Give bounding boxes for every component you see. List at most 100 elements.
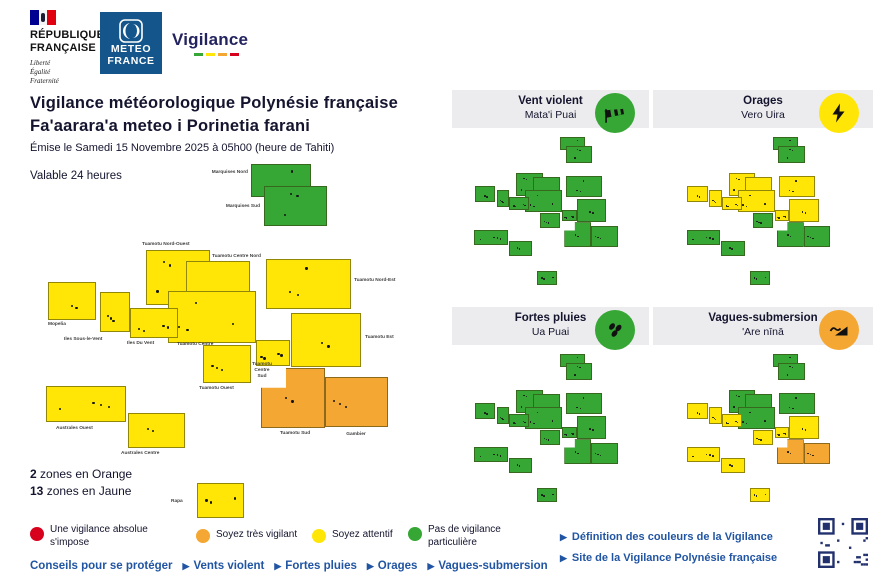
yellow-count: 13	[30, 484, 44, 499]
yellow-count-label: zones en Jaune	[43, 484, 132, 499]
orange-count-label: zones en Orange	[36, 467, 133, 481]
zone-tuamotu-ouest-pluies	[540, 429, 561, 446]
zone-iles-du-vent	[130, 308, 178, 338]
advice-link-vagues[interactable]: Vagues-submersion	[438, 560, 548, 572]
zone-label-tuamotu-est: Tuamotu Est	[365, 335, 394, 340]
seg-red	[230, 53, 239, 56]
zone-australes-ouest	[46, 386, 126, 422]
zone-iles-sous-le-vent-orages	[709, 190, 722, 208]
zone-iles-sous-le-vent-vagues	[709, 407, 722, 425]
republique-line2: FRANÇAISE	[30, 41, 96, 54]
link-definition-label: Définition des couleurs de la Vigilance	[571, 531, 773, 543]
meteo-france-logo: METEO FRANCE	[100, 12, 162, 74]
yellow-dot-icon	[312, 529, 326, 543]
zone-rapa	[197, 483, 244, 518]
vigilance-logo: Vigilance	[172, 30, 248, 56]
zone-australes-ouest-pluies	[474, 446, 508, 462]
zone-marquises-sud-orages	[778, 145, 805, 163]
vigilance-wordmark: Vigilance	[172, 30, 249, 49]
panel-pluies-title: Fortes pluies	[514, 312, 587, 324]
zone-mopelia-pluies	[474, 403, 496, 420]
panel-fortes-pluies: Fortes pluies Ua Puai	[452, 307, 649, 524]
zone-gambier-pluies	[591, 442, 618, 464]
zone-tuamotu-est-vagues	[789, 416, 819, 439]
red-dot-icon	[30, 527, 44, 541]
page-title-fr: Vigilance météorologique Polynésie franç…	[30, 94, 398, 112]
advice-links-bar: Conseils pour se protéger ▶ Vents violent ▶…	[30, 560, 548, 572]
zone-label-tuamotu-ouest: Tuamotu Ouest	[199, 386, 234, 391]
raindrops-icon	[595, 310, 635, 350]
legend-item-green: Pas de vigilance particulière	[408, 524, 518, 549]
zone-label-mopelia: Mopelia	[48, 322, 66, 327]
zone-tuamotu-centre-sud-orages	[774, 210, 790, 222]
triangle-icon: ▶	[560, 532, 567, 542]
republique-motto: Liberté Égalité Fraternité	[30, 59, 100, 86]
zone-marquises-sud-vent	[565, 145, 593, 163]
zone-rapa-vent	[537, 270, 558, 286]
panel-vagues-header: Vagues-submersion 'Are nīnā	[653, 307, 873, 350]
panel-orages: Orages Vero Uira	[653, 90, 873, 303]
zone-tuamotu-ouest-vent	[540, 212, 561, 229]
zone-label-gambier: Gambier	[346, 432, 366, 437]
zone-label-australes-centre: Australes Centre	[121, 451, 160, 456]
zone-gambier-vent	[591, 225, 618, 247]
zone-mopelia	[48, 282, 96, 320]
zone-tuamotu-est-pluies	[576, 416, 607, 439]
windsock-icon	[595, 93, 635, 133]
zone-gambier-vagues	[803, 442, 831, 464]
zone-iles-sous-le-vent-vent	[496, 190, 510, 208]
zone-tuamotu-nord-est	[266, 259, 351, 309]
orange-count-line: 2 zones en Orange	[30, 466, 132, 483]
orange-dot-icon	[196, 529, 210, 543]
zone-tuamotu-centre-sud-vent	[562, 210, 577, 222]
lightning-icon	[819, 93, 859, 133]
zone-tuamotu-est-vent	[576, 199, 607, 222]
zone-tuamotu-centre	[168, 291, 256, 343]
zone-tuamotu-sud	[261, 368, 325, 428]
zone-label-tuamotu-centre-nord: Tuamotu Centre Nord	[212, 254, 261, 259]
zone-iles-sous-le-vent	[100, 292, 130, 332]
panel-orages-header: Orages Vero Uira	[653, 90, 873, 133]
zone-tuamotu-centre-vent	[525, 189, 563, 212]
zone-counts: 2 zones en Orange 13 zones en Jaune	[30, 466, 132, 501]
zone-tuamotu-centre-pluies	[525, 406, 563, 429]
motto-egalite: Égalité	[30, 68, 51, 77]
seg-yellow	[206, 53, 215, 56]
zone-australes-centre-vagues	[721, 458, 745, 473]
advice-link-orages[interactable]: Orages	[377, 560, 418, 572]
zone-tuamotu-est-orages	[789, 199, 819, 222]
zone-australes-ouest-orages	[686, 229, 721, 245]
republique-line1: RÉPUBLIQUE	[30, 29, 105, 41]
zone-tuamotu-sud-orages	[776, 222, 804, 248]
panel-vent-violent: Vent violent Mata'i Puai	[452, 90, 649, 303]
link-definition-couleurs[interactable]: ▶ Définition des couleurs de la Vigilance	[560, 531, 773, 543]
panel-orages-subtitle: Vero Uira	[741, 108, 785, 121]
zone-label-iles-du-vent: Iles Du Vent	[127, 341, 155, 346]
panel-orages-title: Orages	[743, 95, 783, 107]
advice-link-pluies[interactable]: Fortes pluies	[285, 560, 357, 572]
hazard-panels: Vent violent Mata'i Puai Ora	[452, 90, 873, 524]
triangle-icon: ▶	[274, 561, 282, 571]
validity-period: Valable 24 heures	[30, 170, 122, 182]
legend-orange-label: Soyez très vigilant	[216, 529, 298, 540]
panel-vent-title: Vent violent	[518, 95, 583, 107]
zone-tuamotu-centre-sud-vagues	[774, 427, 790, 439]
issued-datetime: Émise le Samedi 15 Novembre 2025 à 05h00…	[30, 142, 335, 154]
green-dot-icon	[408, 527, 422, 541]
zone-iles-du-vent-vagues	[721, 414, 742, 427]
advice-link-vents[interactable]: Vents violent	[193, 560, 265, 572]
zone-label-australes-ouest: Australes Ouest	[56, 426, 93, 431]
zone-rapa-vagues	[749, 487, 770, 503]
link-site-vigilance[interactable]: ▶ Site de la Vigilance Polynésie français…	[560, 552, 777, 564]
republique-francaise-logo: RÉPUBLIQUE FRANÇAISE Liberté Égalité Fra…	[30, 10, 105, 86]
legend-green-label: Pas de vigilance particulière	[428, 524, 501, 548]
mf-line2: FRANCE	[107, 54, 155, 67]
panel-pluies-header: Fortes pluies Ua Puai	[452, 307, 649, 350]
zone-label-iles-sous-le-vent: Iles Sous-le-Vent	[64, 337, 103, 342]
link-site-label: Site de la Vigilance Polynésie française	[571, 552, 778, 564]
seg-green	[194, 53, 203, 56]
panel-vagues-title: Vagues-submersion	[708, 312, 818, 324]
seg-orange	[218, 53, 227, 56]
panel-pluies-subtitle: Ua Puai	[531, 325, 570, 338]
zone-label-tuamotu-nord-ouest: Tuamotu Nord-Ouest	[142, 242, 190, 247]
